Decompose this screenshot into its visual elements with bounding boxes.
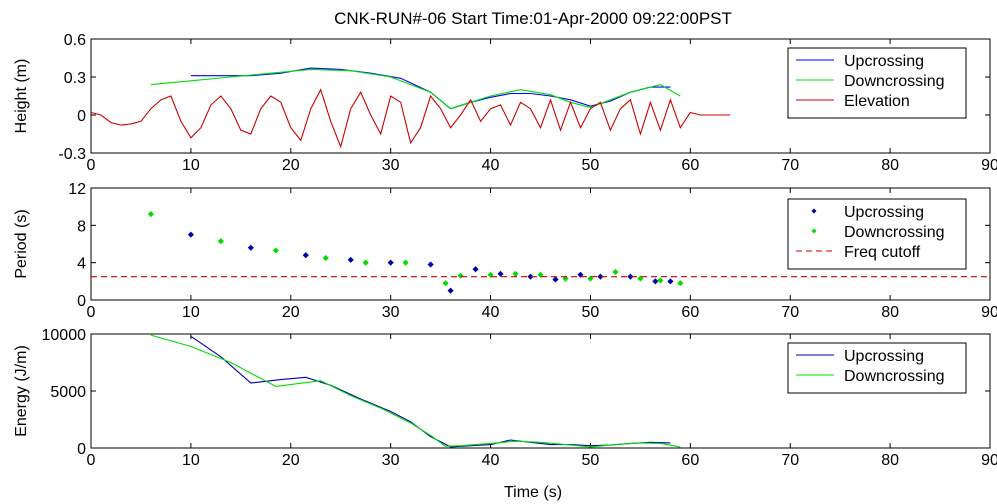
panel-2-series-upcrossing-point <box>347 256 354 263</box>
panel-2-series-upcrossing-point <box>302 252 309 259</box>
panel-3-xtick-label: 20 <box>282 452 300 469</box>
panel-2-xtick-label: 10 <box>182 304 200 321</box>
panel-1-xtick-label: 0 <box>87 157 96 174</box>
panel-2-series-downcrossing-point <box>587 275 594 282</box>
panel-3-ytick-label: 5000 <box>50 384 86 401</box>
panel-2-series-downcrossing-point <box>562 275 569 282</box>
panel-1-xtick-label: 80 <box>881 157 899 174</box>
panel-3-ytick-label: 10000 <box>42 327 87 344</box>
panel-3-xtick-label: 50 <box>582 452 600 469</box>
panel-2-series-downcrossing-point <box>657 277 664 284</box>
panel-3-legend-downcrossing-label: Downcrossing <box>844 368 944 385</box>
panel-2-series-upcrossing-point <box>652 278 659 285</box>
panel-2-ytick-label: 8 <box>77 218 86 235</box>
panel-2-series-downcrossing-point <box>512 270 519 277</box>
panel-2-legend-downcrossing-label: Downcrossing <box>844 224 944 241</box>
panel-1-ytick-label: 0 <box>77 108 86 125</box>
panel-3-xtick-label: 70 <box>781 452 799 469</box>
x-axis-label: Time (s) <box>504 484 562 501</box>
panel-2-legend-freq-cutoff-label: Freq cutoff <box>844 244 921 261</box>
panel-2-y-axis-label: Period (s) <box>13 209 30 278</box>
panel-3-xtick-label: 60 <box>681 452 699 469</box>
panel-2-legend-upcrossing-marker <box>811 208 817 214</box>
panel-2-legend-upcrossing-label: Upcrossing <box>844 204 924 221</box>
panel-1-series-elevation-line <box>90 88 731 149</box>
panel-2-series-downcrossing-point <box>612 268 619 276</box>
panel-2-series-downcrossing-point <box>272 247 279 254</box>
panel-1-xtick-label: 90 <box>981 157 997 174</box>
panel-2-series-upcrossing-point <box>472 266 479 273</box>
panel-2-xtick-label: 20 <box>282 304 300 321</box>
panel-1-legend-upcrossing-label: Upcrossing <box>844 53 924 70</box>
panel-2-series-upcrossing-point <box>577 271 584 278</box>
panel-2-xtick-label: 80 <box>881 304 899 321</box>
panel-2-xtick-label: 30 <box>382 304 400 321</box>
panel-2-series-upcrossing-point <box>552 276 559 283</box>
panel-3-xtick-label: 80 <box>881 452 899 469</box>
panel-2-xtick-label: 50 <box>582 304 600 321</box>
panel-3-xtick-label: 90 <box>981 452 997 469</box>
panel-3-series-downcrossing-line <box>150 334 681 448</box>
panel-1-xtick-label: 30 <box>382 157 400 174</box>
panel-3-legend-box <box>787 342 967 394</box>
panel-1-ytick-label: 0.3 <box>64 70 86 87</box>
panel-3-xtick-label: 40 <box>482 452 500 469</box>
panel-2-xtick-label: 40 <box>482 304 500 321</box>
panel-1-y-axis-label: Height (m) <box>13 59 30 134</box>
panel-2-series-downcrossing-point <box>402 259 409 266</box>
panel-2-series-upcrossing-point <box>427 261 434 268</box>
panel-3-legend-upcrossing-label: Upcrossing <box>844 348 924 365</box>
panel-1-xtick-label: 60 <box>681 157 699 174</box>
panel-2-series-upcrossing-point <box>447 287 454 294</box>
panel-1-legend-downcrossing-label: Downcrossing <box>844 73 944 90</box>
panel-1-xtick-label: 10 <box>182 157 200 174</box>
panel-2-series-upcrossing-point <box>497 270 504 277</box>
panel-2-xtick-label: 60 <box>681 304 699 321</box>
panel-2-ytick-label: 12 <box>68 181 86 198</box>
panel-1-axes-box <box>90 38 991 154</box>
panel-3-xtick-label: 0 <box>87 452 96 469</box>
panel-2-series-upcrossing-point <box>527 273 534 280</box>
panel-3-series-upcrossing-line <box>190 335 671 448</box>
panel-1-legend-elevation-label: Elevation <box>844 93 910 110</box>
panel-2-series-upcrossing-point <box>187 231 194 238</box>
panel-1-xtick-label: 50 <box>582 157 600 174</box>
panel-1-ytick-label: -0.3 <box>58 146 86 163</box>
panel-2-series-upcrossing-point <box>387 259 394 266</box>
panel-2-series-downcrossing-point <box>322 254 329 262</box>
panel-2-series-downcrossing-point <box>217 238 224 245</box>
panel-3-xtick-label: 30 <box>382 452 400 469</box>
panel-2-series-downcrossing-point <box>537 271 544 278</box>
panel-2-series-upcrossing-point <box>597 273 604 280</box>
panel-2-series-downcrossing-point <box>637 275 644 282</box>
panel-3-xtick-label: 10 <box>182 452 200 469</box>
panel-1-xtick-label: 70 <box>781 157 799 174</box>
panel-1-series-downcrossing-line <box>150 68 681 110</box>
panel-2-xtick-label: 70 <box>781 304 799 321</box>
panel-2-xtick-label: 0 <box>87 304 96 321</box>
panel-3-ytick-label: 0 <box>77 441 86 458</box>
panel-2-series-upcrossing-point <box>667 278 674 285</box>
panel-2-axes-box <box>90 187 991 301</box>
panel-2-series-downcrossing-point <box>457 272 464 279</box>
panel-2-ytick-label: 4 <box>77 256 86 273</box>
panel-2-legend-downcrossing-marker <box>811 228 817 234</box>
panel-1-xtick-label: 20 <box>282 157 300 174</box>
panel-2-series-upcrossing-point <box>627 273 634 280</box>
panel-2-xtick-label: 90 <box>981 304 997 321</box>
panel-1-ytick-label: 0.6 <box>64 32 86 49</box>
panel-3-y-axis-label: Energy (J/m) <box>13 345 30 437</box>
panel-2-ytick-label: 0 <box>77 293 86 310</box>
panel-2-series-downcrossing-point <box>147 211 154 218</box>
panel-2-series-downcrossing-point <box>362 259 369 266</box>
panel-1-xtick-label: 40 <box>482 157 500 174</box>
panel-2-series-downcrossing-point <box>677 280 684 287</box>
figure-title: CNK-RUN#-06 Start Time:01-Apr-2000 09:22… <box>334 9 732 28</box>
panel-2-series-downcrossing-point <box>442 280 449 287</box>
panel-2-series-upcrossing-point <box>247 244 254 251</box>
panel-2-series-downcrossing-point <box>487 271 494 278</box>
panel-2-legend-box <box>787 198 967 270</box>
